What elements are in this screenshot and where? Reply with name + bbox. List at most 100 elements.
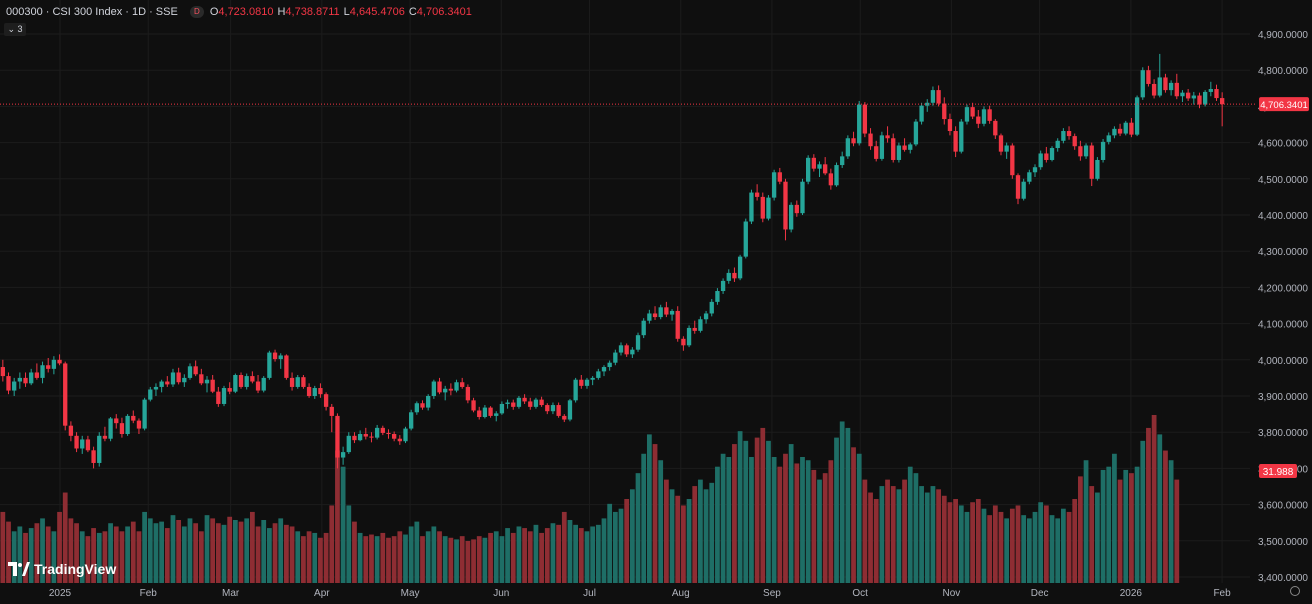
candle-body[interactable] (783, 181, 788, 230)
candle-body[interactable] (658, 307, 663, 318)
candle-body[interactable] (443, 388, 448, 393)
candle-body[interactable] (681, 338, 686, 346)
candle-body[interactable] (426, 396, 431, 408)
candle-body[interactable] (874, 146, 879, 159)
candle-body[interactable] (828, 173, 833, 186)
candle-body[interactable] (976, 116, 981, 124)
candle-body[interactable] (216, 391, 221, 404)
candle-body[interactable] (1049, 148, 1055, 160)
candle-body[interactable] (567, 400, 573, 420)
candle-body[interactable] (715, 291, 720, 302)
candle-body[interactable] (879, 135, 885, 159)
candle-body[interactable] (369, 436, 374, 438)
candle-body[interactable] (335, 415, 340, 458)
candle-body[interactable] (119, 423, 125, 435)
candle-body[interactable] (516, 397, 522, 407)
candle-body[interactable] (1044, 153, 1049, 160)
candle-body[interactable] (346, 435, 351, 453)
candle-body[interactable] (1185, 92, 1191, 99)
candle-body[interactable] (998, 135, 1004, 152)
candle-body[interactable] (91, 450, 96, 463)
candle-body[interactable] (964, 107, 970, 122)
candle-body[interactable] (431, 381, 437, 396)
candle-body[interactable] (437, 381, 442, 393)
candle-body[interactable] (703, 313, 709, 320)
candle-body[interactable] (647, 313, 652, 321)
candle-body[interactable] (788, 204, 794, 230)
candle-body[interactable] (312, 388, 317, 396)
candle-body[interactable] (737, 256, 743, 279)
candle-body[interactable] (488, 407, 493, 416)
candle-body[interactable] (329, 406, 334, 416)
candle-body[interactable] (460, 382, 465, 387)
candle-body[interactable] (692, 327, 697, 331)
candle-body[interactable] (777, 172, 782, 182)
candle-body[interactable] (1095, 159, 1100, 179)
candle-body[interactable] (199, 374, 204, 384)
candle-body[interactable] (142, 399, 147, 429)
candle-body[interactable] (1021, 181, 1026, 199)
candle-body[interactable] (114, 418, 119, 424)
candle-body[interactable] (743, 221, 748, 257)
candle-body[interactable] (159, 381, 164, 387)
candle-body[interactable] (607, 362, 612, 368)
candle-body[interactable] (494, 413, 499, 416)
candle-body[interactable] (108, 418, 113, 439)
candle-body[interactable] (136, 420, 142, 429)
candle-body[interactable] (936, 90, 941, 104)
candle-body[interactable] (505, 402, 510, 404)
candle-body[interactable] (947, 119, 953, 132)
candle-body[interactable] (959, 121, 964, 152)
candle-body[interactable] (942, 103, 947, 120)
candle-body[interactable] (34, 372, 40, 378)
candle-body[interactable] (908, 144, 913, 150)
candle-body[interactable] (1174, 82, 1179, 97)
candle-body[interactable] (840, 156, 845, 166)
candle-body[interactable] (204, 379, 210, 384)
candle-body[interactable] (301, 377, 306, 387)
candle-body[interactable] (51, 359, 57, 369)
candle-body[interactable] (806, 157, 811, 182)
candle-body[interactable] (1027, 172, 1032, 182)
candle-body[interactable] (97, 435, 102, 463)
candle-body[interactable] (1089, 145, 1094, 179)
candle-body[interactable] (573, 379, 578, 401)
candle-body[interactable] (153, 386, 159, 390)
candle-body[interactable] (363, 434, 368, 437)
candle-body[interactable] (533, 399, 539, 407)
candle-body[interactable] (590, 377, 595, 380)
candle-body[interactable] (170, 372, 176, 385)
candle-body[interactable] (465, 386, 471, 401)
candle-body[interactable] (1010, 145, 1015, 176)
candle-body[interactable] (374, 427, 380, 438)
candle-body[interactable] (1134, 97, 1140, 135)
candle-body[interactable] (930, 90, 936, 103)
candle-body[interactable] (392, 434, 397, 439)
candle-body[interactable] (295, 377, 300, 387)
candle-body[interactable] (1129, 122, 1134, 135)
candle-body[interactable] (862, 104, 868, 134)
candle-body[interactable] (210, 379, 215, 392)
candle-body[interactable] (250, 376, 255, 382)
candle-body[interactable] (1123, 122, 1128, 134)
tradingview-logo[interactable]: TradingView (8, 560, 116, 578)
candle-body[interactable] (125, 415, 130, 435)
candle-body[interactable] (545, 405, 550, 412)
candle-body[interactable] (749, 192, 754, 222)
candle-body[interactable] (40, 365, 45, 378)
candle-body[interactable] (1106, 135, 1111, 142)
candle-body[interactable] (641, 320, 646, 336)
candle-body[interactable] (386, 432, 391, 435)
candle-body[interactable] (579, 379, 584, 386)
candle-body[interactable] (664, 307, 669, 315)
candle-body[interactable] (891, 138, 896, 160)
candle-body[interactable] (811, 157, 816, 169)
candle-body[interactable] (760, 196, 765, 219)
candle-body[interactable] (306, 386, 312, 396)
candle-body[interactable] (686, 327, 692, 346)
candle-body[interactable] (726, 272, 731, 281)
symbol-title[interactable]: 000300 · CSI 300 Index · 1D · SSE (6, 6, 178, 18)
candle-body[interactable] (522, 397, 527, 402)
candle-body[interactable] (6, 376, 11, 391)
candle-body[interactable] (63, 363, 68, 426)
